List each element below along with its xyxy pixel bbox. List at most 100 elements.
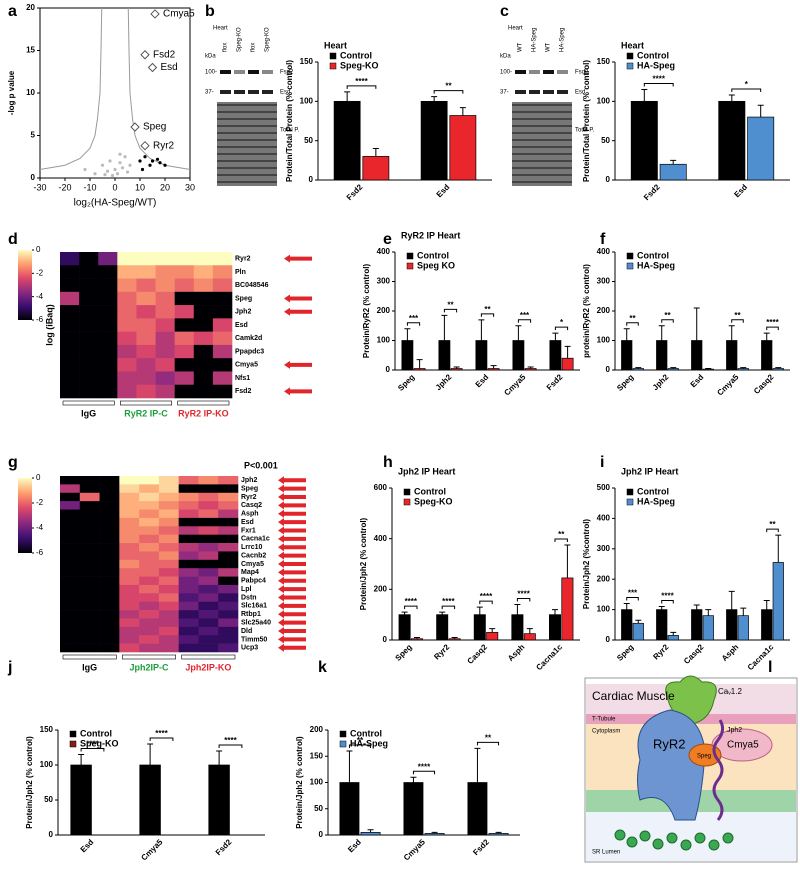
lane-label: flox	[223, 43, 229, 52]
sig-label: ****	[405, 597, 418, 606]
legend-swatch	[339, 730, 347, 738]
error-bar	[705, 609, 712, 616]
heat-cell	[79, 371, 99, 386]
y-tick-label: 400	[377, 247, 391, 256]
heat-cell	[139, 618, 160, 628]
error-bar	[670, 159, 677, 165]
sig-bracket	[412, 770, 436, 775]
heat-cell	[79, 265, 99, 279]
row-label: Cacna1c	[241, 536, 270, 543]
row-arrow	[278, 476, 306, 485]
x-tick-label: Cmya5	[402, 837, 427, 862]
error-bar	[670, 367, 677, 369]
row-label: Ryr2	[235, 255, 251, 262]
blot-stripe	[512, 174, 572, 176]
heat-cell	[60, 568, 81, 577]
point	[140, 140, 150, 151]
x-tick-label: Jph2	[651, 372, 671, 392]
sig-label: **	[484, 305, 491, 314]
heat-cell	[155, 331, 175, 346]
heat-cell	[60, 618, 81, 628]
heat-cell	[158, 610, 179, 619]
heat-cell	[60, 509, 81, 519]
heat-cell	[99, 584, 120, 594]
y-axis-label: -log p value	[7, 70, 16, 115]
heat-cell	[198, 501, 219, 510]
x-tick-label: Cacna1c	[534, 642, 564, 672]
sig-label: ****	[661, 592, 674, 601]
row-arrow	[284, 387, 312, 396]
error-bar	[216, 750, 223, 765]
y-tick-label: 15	[26, 46, 35, 55]
bar	[339, 782, 360, 836]
point	[155, 157, 160, 161]
heat-cell	[79, 643, 100, 653]
heat-cell	[178, 526, 199, 535]
bar	[667, 635, 679, 641]
heat-cell	[139, 543, 160, 552]
plot-frame	[39, 7, 191, 179]
heat-cell	[139, 476, 160, 485]
heat-cell	[119, 610, 140, 619]
row-label: Pabpc4	[241, 578, 266, 585]
heat-cell	[155, 358, 175, 372]
point	[120, 166, 125, 170]
heat-cell	[60, 318, 80, 332]
heat-cell	[60, 601, 81, 611]
heat-cell	[136, 344, 156, 359]
legend-label: Control	[417, 250, 449, 260]
heat-cell	[218, 576, 239, 586]
sig-label: ****	[418, 762, 431, 771]
heat-cell	[218, 601, 239, 611]
row-label: Camk2d	[235, 335, 262, 342]
sig-bracket	[661, 319, 674, 323]
heat-cell	[178, 517, 199, 527]
bar	[747, 116, 775, 181]
heat-cell	[139, 601, 160, 611]
size-marker: 100-	[500, 70, 512, 76]
x-tick-label: Fsd2	[471, 837, 491, 857]
heat-cell	[99, 509, 120, 519]
row-arrow	[278, 568, 306, 577]
group-bar	[120, 400, 172, 406]
blot-band	[543, 90, 554, 94]
sig-bracket	[554, 326, 569, 331]
bar	[702, 615, 714, 641]
blot-stripe	[217, 153, 277, 155]
heat-cell	[212, 278, 233, 293]
heat-cell	[136, 371, 156, 386]
error-bar	[372, 148, 379, 157]
x-tick-label: Asph	[720, 642, 741, 663]
bar	[772, 368, 784, 371]
heat-cell	[79, 501, 100, 510]
x-tick-label: Casq2	[466, 642, 490, 666]
legend-label: Control	[340, 50, 372, 60]
heat-cell	[139, 643, 160, 653]
x-tick-label: Speg	[396, 372, 416, 392]
heat-cell	[218, 635, 239, 644]
heat-cell	[60, 643, 81, 653]
y-tick-label: 100	[377, 336, 391, 345]
row-label: Dld	[241, 628, 252, 635]
heat-cell	[178, 568, 199, 577]
bar	[487, 368, 500, 371]
group-bar	[122, 654, 176, 660]
heat-cell	[98, 252, 118, 266]
x-tick-label: Fsd2	[214, 837, 234, 857]
row-label: Casq2	[241, 502, 262, 509]
heat-cell	[99, 484, 120, 494]
heat-cell	[158, 643, 179, 653]
blot-band	[220, 90, 231, 94]
heat-cell	[99, 501, 120, 510]
heat-cell	[174, 318, 195, 332]
sig-label: ****	[355, 77, 368, 86]
point-label: Cmya5	[163, 9, 195, 20]
y-tick-label: 200	[377, 306, 391, 315]
band-label: Esd	[280, 90, 290, 96]
heat-cell	[99, 601, 120, 611]
heat-cell	[79, 551, 100, 561]
bar	[139, 764, 161, 836]
heat-cell	[218, 509, 239, 519]
row-label: Timm50	[241, 636, 267, 643]
x-tick-label: Fsd2	[545, 372, 565, 392]
